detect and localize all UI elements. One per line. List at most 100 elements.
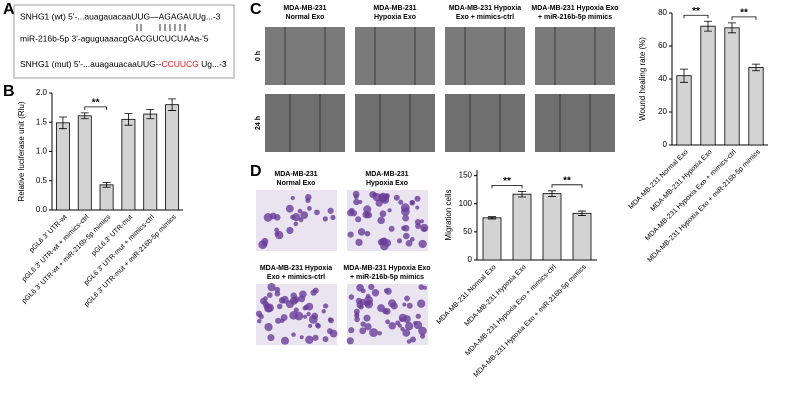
cell xyxy=(420,333,426,339)
bar xyxy=(121,118,136,211)
y-tick-label: 1.0 xyxy=(36,147,48,156)
sequence-part: Ug...-3 xyxy=(201,59,227,69)
cell xyxy=(275,231,284,240)
cell xyxy=(399,317,404,322)
significance-bracket xyxy=(683,14,709,19)
y-tick-label: 0.0 xyxy=(36,205,48,214)
significance-label: ** xyxy=(692,6,700,17)
cell xyxy=(274,290,281,297)
cell xyxy=(372,192,377,197)
image-header: MDA-MB-231 Hypoxia xyxy=(449,5,521,12)
cell xyxy=(302,314,308,319)
cell xyxy=(410,336,417,343)
significance-bracket xyxy=(731,16,757,20)
cell xyxy=(274,227,280,233)
error-bar xyxy=(548,190,556,197)
wound-image xyxy=(265,27,345,85)
cell xyxy=(289,311,298,320)
cell xyxy=(368,283,375,291)
cell xyxy=(327,207,334,214)
sequence: miR-216b-5p 3'-aguguaaacgGACGUCUCUAAa-'5 xyxy=(20,33,209,43)
cell xyxy=(359,298,366,306)
cell xyxy=(402,329,411,337)
cell xyxy=(359,327,367,335)
cell xyxy=(266,292,273,298)
error-bar xyxy=(80,112,89,120)
cell xyxy=(418,326,427,336)
bar xyxy=(572,212,592,261)
cell xyxy=(383,288,389,293)
cell xyxy=(289,296,298,305)
cell xyxy=(285,204,294,213)
bar xyxy=(724,27,740,146)
cell xyxy=(401,207,410,216)
cell xyxy=(322,216,328,222)
cell xyxy=(305,335,314,345)
cell xyxy=(395,320,401,326)
sequence-part: SNHG1 (mut) 5'-...auagauacaaUUG-- xyxy=(20,59,162,69)
cell xyxy=(404,322,414,331)
cell xyxy=(306,206,312,211)
cell xyxy=(286,226,294,235)
cell xyxy=(371,289,380,297)
image-header: MDA-MB-231 Hypoxia Exo xyxy=(531,5,618,12)
row-label: 24 h xyxy=(255,116,262,130)
cell xyxy=(401,225,407,231)
y-tick-label: 80 xyxy=(658,8,667,17)
cell xyxy=(355,216,362,223)
cell xyxy=(278,297,286,304)
y-tick-label: 40 xyxy=(658,74,667,83)
significance-label: ** xyxy=(563,175,571,186)
significance-bracket xyxy=(491,184,523,189)
bar xyxy=(482,217,502,261)
image-header: Hypoxia Exo xyxy=(374,14,416,21)
image-header: + miR-216b-5p mimics xyxy=(538,14,612,21)
cell xyxy=(382,308,389,315)
image-header: MDA-MB-231 xyxy=(373,5,416,12)
cell xyxy=(353,198,360,206)
cell xyxy=(276,303,283,310)
x-tick-label: MDA-MB-231 Hypoxia Exo + miR-216b-5p mim… xyxy=(647,148,762,263)
y-axis-label: Migration cells xyxy=(444,189,453,240)
cell xyxy=(290,214,296,220)
panel-label: A xyxy=(3,1,15,18)
y-tick-label: 100 xyxy=(459,199,473,208)
cell xyxy=(415,222,422,229)
error-bar xyxy=(488,216,496,220)
y-tick-label: 0 xyxy=(663,140,668,149)
cell xyxy=(264,322,273,332)
cell xyxy=(388,225,395,232)
cell xyxy=(377,331,382,336)
image-header: Normal Exo xyxy=(277,180,316,187)
significance-label: ** xyxy=(92,98,100,109)
cell xyxy=(257,318,262,324)
cell xyxy=(418,284,425,290)
x-tick-label: pGL6 3' UTR-wt xyxy=(28,214,68,254)
bar xyxy=(700,25,716,146)
y-tick-label: 1.5 xyxy=(36,117,48,126)
y-tick-label: 0.5 xyxy=(36,176,48,185)
cell xyxy=(265,302,270,308)
wound-image xyxy=(355,94,435,152)
cell xyxy=(402,302,407,307)
y-tick-label: 2.0 xyxy=(36,88,48,97)
cell xyxy=(415,313,421,319)
error-bar xyxy=(518,190,526,198)
cell xyxy=(409,199,416,206)
cell xyxy=(357,228,366,236)
cell xyxy=(322,336,329,343)
cell xyxy=(406,302,413,309)
y-tick-label: 20 xyxy=(658,107,667,116)
cell xyxy=(312,334,319,341)
image-header: MDA-MB-231 xyxy=(283,5,326,12)
wound-image xyxy=(445,27,525,85)
cell xyxy=(387,208,392,213)
cell xyxy=(348,294,355,300)
cell xyxy=(354,316,360,323)
y-tick-label: 50 xyxy=(463,227,472,236)
cell xyxy=(358,304,364,310)
x-tick-label: MDA-MB-231 Hypoxia Exo xyxy=(464,264,528,328)
cell xyxy=(354,312,360,317)
bar xyxy=(77,115,92,211)
error-bar xyxy=(124,113,133,126)
